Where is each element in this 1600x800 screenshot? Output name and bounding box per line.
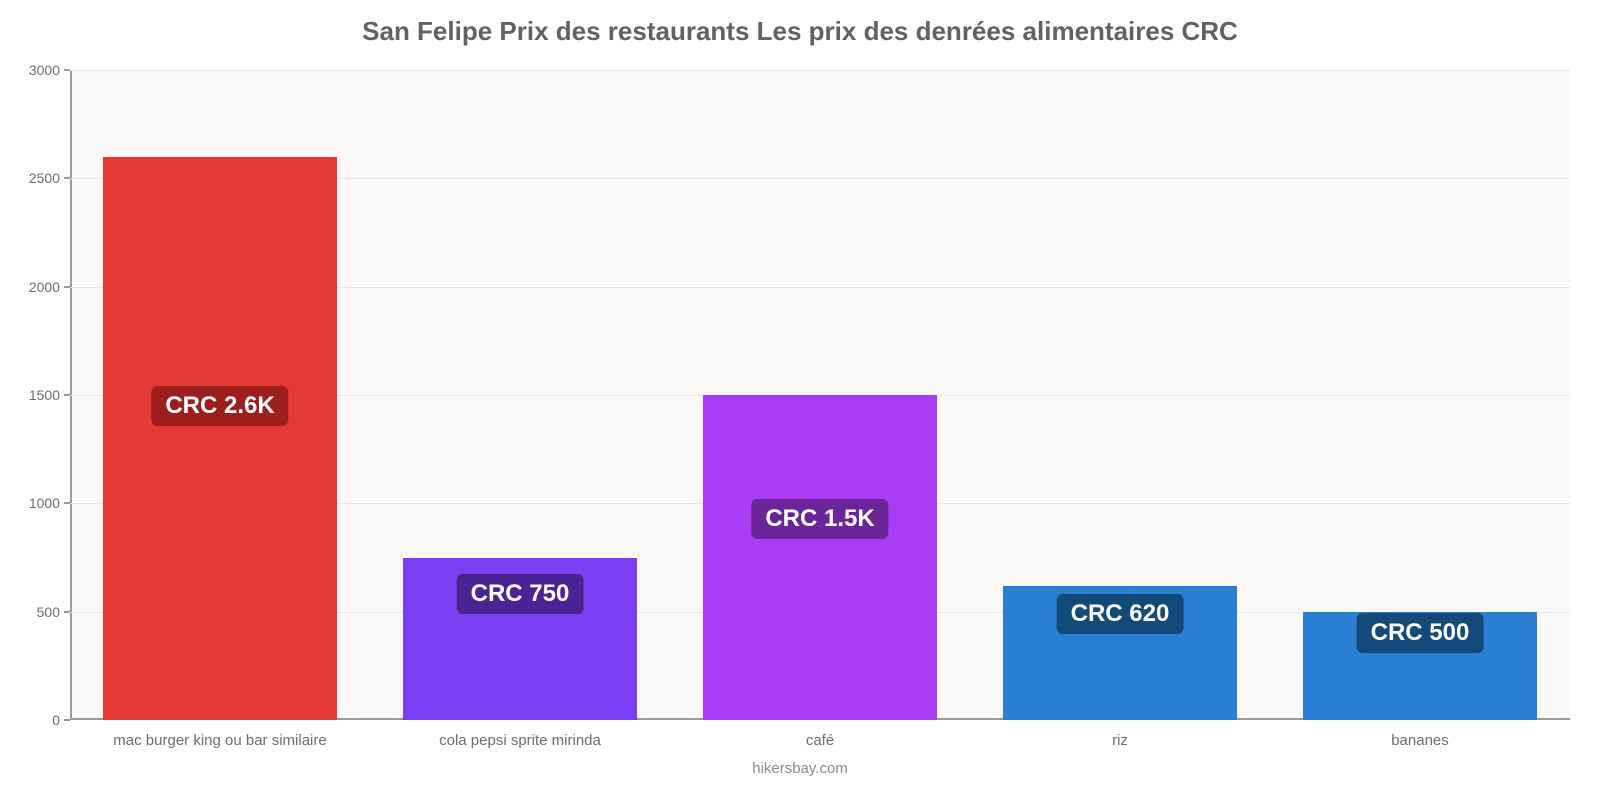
y-tick-label: 2000 bbox=[29, 279, 60, 295]
chart-title: San Felipe Prix des restaurants Les prix… bbox=[0, 0, 1600, 47]
bar-value-label: CRC 620 bbox=[1057, 594, 1184, 634]
plot-area: 050010001500200025003000CRC 2.6Kmac burg… bbox=[70, 70, 1570, 720]
x-category-label: mac burger king ou bar similaire bbox=[113, 732, 326, 749]
y-tick-label: 3000 bbox=[29, 62, 60, 78]
bar-slot: CRC 750cola pepsi sprite mirinda bbox=[370, 70, 670, 720]
y-tick-label: 1000 bbox=[29, 495, 60, 511]
y-tick-label: 500 bbox=[37, 604, 60, 620]
bar-value-label: CRC 2.6K bbox=[151, 386, 288, 426]
y-tick-label: 1500 bbox=[29, 387, 60, 403]
chart-footer: hikersbay.com bbox=[0, 760, 1600, 777]
bar-value-label: CRC 1.5K bbox=[751, 499, 888, 539]
x-category-label: riz bbox=[1112, 732, 1128, 749]
x-category-label: café bbox=[806, 732, 834, 749]
price-bar-chart: San Felipe Prix des restaurants Les prix… bbox=[0, 0, 1600, 800]
bar bbox=[703, 395, 937, 720]
y-tick-label: 2500 bbox=[29, 170, 60, 186]
bar-slot: CRC 620riz bbox=[970, 70, 1270, 720]
bar-slot: CRC 2.6Kmac burger king ou bar similaire bbox=[70, 70, 370, 720]
x-category-label: bananes bbox=[1391, 732, 1449, 749]
bar-value-label: CRC 500 bbox=[1357, 613, 1484, 653]
plot-inner: 050010001500200025003000CRC 2.6Kmac burg… bbox=[70, 70, 1570, 720]
y-tick-label: 0 bbox=[52, 712, 60, 728]
bar bbox=[103, 157, 337, 720]
bar-slot: CRC 500bananes bbox=[1270, 70, 1570, 720]
bar-value-label: CRC 750 bbox=[457, 574, 584, 614]
x-category-label: cola pepsi sprite mirinda bbox=[439, 732, 601, 749]
bar-slot: CRC 1.5Kcafé bbox=[670, 70, 970, 720]
